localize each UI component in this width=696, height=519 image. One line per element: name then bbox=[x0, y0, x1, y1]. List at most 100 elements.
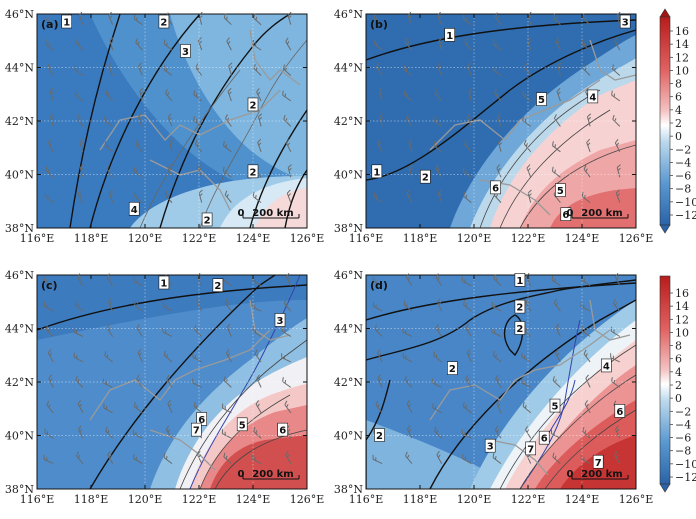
wind-barb bbox=[76, 114, 84, 127]
colorbar-tick-label: 16 bbox=[675, 287, 689, 300]
wind-barb bbox=[163, 39, 173, 51]
wind-barb bbox=[378, 113, 384, 127]
wind-barb bbox=[491, 301, 502, 312]
colorbar-tick-label: −4 bbox=[675, 418, 691, 431]
colorbar-tick-label: −8 bbox=[675, 183, 691, 196]
wind-barb bbox=[282, 377, 292, 388]
wind-barb bbox=[432, 116, 442, 127]
wind-barb bbox=[372, 301, 383, 312]
scale-text: 200 km bbox=[252, 208, 293, 219]
wind-barb bbox=[133, 454, 143, 465]
wind-barb bbox=[254, 349, 262, 363]
x-tick-label: 118°E bbox=[403, 493, 438, 506]
contour-label: 1 bbox=[371, 164, 383, 178]
wind-barb bbox=[552, 141, 561, 153]
colorbar-tick-label: −12 bbox=[675, 209, 696, 222]
wind-barb bbox=[402, 352, 413, 363]
wind-barb bbox=[372, 454, 383, 465]
scale-zero: 0 bbox=[238, 469, 245, 480]
scale-zero: 0 bbox=[238, 208, 245, 219]
wind-barb bbox=[79, 138, 84, 152]
wind-barb bbox=[74, 65, 84, 76]
wind-barb bbox=[464, 140, 472, 153]
x-tick-label: 118°E bbox=[74, 493, 109, 506]
wind-barb bbox=[405, 114, 413, 127]
y-tick-label: 38°N bbox=[334, 483, 363, 496]
wind-barb bbox=[107, 298, 114, 312]
wind-barb bbox=[46, 63, 54, 76]
wind-barb bbox=[78, 425, 84, 439]
x-tick-label: 122°E bbox=[511, 493, 546, 506]
wind-barb bbox=[103, 403, 113, 414]
wind-barb bbox=[436, 298, 443, 312]
wind-barb bbox=[46, 400, 54, 414]
wind-barb bbox=[404, 375, 413, 388]
wind-barb bbox=[255, 400, 262, 414]
wind-barb bbox=[165, 88, 173, 102]
svg-text:7: 7 bbox=[595, 458, 602, 469]
wind-barb bbox=[193, 401, 203, 414]
svg-text:6: 6 bbox=[492, 183, 499, 194]
wind-barb bbox=[402, 327, 413, 337]
x-tick-label: 120°E bbox=[457, 493, 492, 506]
wind-barb bbox=[45, 325, 54, 337]
wind-barb bbox=[47, 139, 54, 153]
wind-barb bbox=[552, 13, 561, 26]
wind-barb bbox=[44, 192, 54, 204]
colorbar-tick-label: 12 bbox=[675, 51, 689, 64]
wind-barb bbox=[132, 429, 143, 439]
wind-barb bbox=[194, 325, 203, 337]
contour-label: 7 bbox=[191, 422, 202, 437]
scale-text: 200 km bbox=[252, 469, 293, 480]
contour-label: 2 bbox=[447, 361, 458, 375]
wind-barb bbox=[47, 349, 54, 363]
x-tick-label: 126°E bbox=[290, 493, 325, 506]
wind-barb bbox=[585, 374, 591, 388]
y-tick-label: 44°N bbox=[5, 62, 34, 75]
colorbar-tick-label: 12 bbox=[675, 313, 689, 326]
wind-barb bbox=[437, 11, 443, 25]
wind-barb bbox=[256, 374, 262, 388]
svg-text:3: 3 bbox=[622, 18, 629, 29]
panel-label-d: (d) bbox=[370, 279, 388, 292]
contour-label: 3 bbox=[484, 438, 496, 453]
wind-barb bbox=[435, 273, 443, 286]
wind-barb bbox=[376, 139, 383, 153]
x-tick-label: 120°E bbox=[457, 232, 492, 245]
colorbar-tick-label: 10 bbox=[675, 64, 689, 77]
wind-barb bbox=[45, 165, 54, 178]
wind-barb bbox=[463, 191, 472, 203]
svg-text:7: 7 bbox=[193, 426, 200, 437]
wind-barb bbox=[75, 375, 84, 388]
wind-barb bbox=[193, 90, 203, 102]
scale-bar: 0 200 km bbox=[238, 469, 300, 480]
wind-barb bbox=[466, 349, 472, 363]
wind-barb bbox=[77, 273, 84, 286]
wind-barb bbox=[163, 351, 173, 363]
wind-barb bbox=[136, 374, 143, 388]
contour-label: 1 bbox=[61, 14, 73, 29]
wind-barb bbox=[616, 11, 621, 25]
wind-barb bbox=[133, 402, 143, 414]
wind-barb bbox=[553, 114, 561, 127]
wind-barb bbox=[134, 191, 143, 203]
colorbar-tick-label: −2 bbox=[675, 405, 691, 418]
isolines-b bbox=[366, 19, 636, 181]
contour-label: 2 bbox=[212, 278, 224, 292]
wind-barb bbox=[406, 189, 413, 203]
x-tick-label: 122°E bbox=[182, 493, 217, 506]
y-tick-label: 38°N bbox=[5, 483, 34, 496]
svg-text:2: 2 bbox=[376, 431, 383, 442]
wind-barb bbox=[407, 11, 413, 25]
isolines-c bbox=[37, 275, 307, 489]
wind-barb bbox=[610, 353, 621, 363]
border-d bbox=[429, 299, 631, 476]
wind-barb bbox=[44, 428, 54, 439]
wind-barb bbox=[373, 14, 383, 26]
wind-barb bbox=[106, 164, 114, 178]
wind-barb bbox=[74, 300, 84, 312]
wind-barb bbox=[553, 298, 561, 312]
scale-zero: 0 bbox=[567, 208, 574, 219]
